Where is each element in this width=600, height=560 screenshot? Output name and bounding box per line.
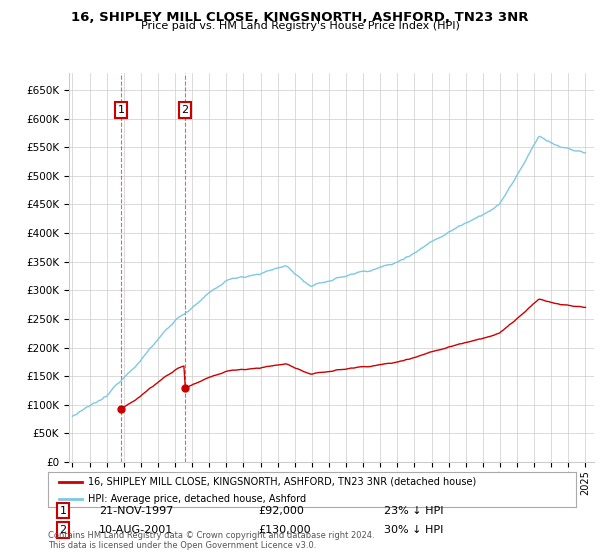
Text: 1: 1 [59, 506, 67, 516]
Text: 16, SHIPLEY MILL CLOSE, KINGSNORTH, ASHFORD, TN23 3NR (detached house): 16, SHIPLEY MILL CLOSE, KINGSNORTH, ASHF… [88, 477, 476, 487]
Text: 2: 2 [181, 105, 188, 115]
Text: 16, SHIPLEY MILL CLOSE, KINGSNORTH, ASHFORD, TN23 3NR: 16, SHIPLEY MILL CLOSE, KINGSNORTH, ASHF… [71, 11, 529, 24]
Text: £130,000: £130,000 [258, 525, 311, 535]
Text: 21-NOV-1997: 21-NOV-1997 [99, 506, 173, 516]
Text: 2: 2 [59, 525, 67, 535]
Text: 23% ↓ HPI: 23% ↓ HPI [384, 506, 443, 516]
Text: 10-AUG-2001: 10-AUG-2001 [99, 525, 173, 535]
Text: 30% ↓ HPI: 30% ↓ HPI [384, 525, 443, 535]
Text: Contains HM Land Registry data © Crown copyright and database right 2024.
This d: Contains HM Land Registry data © Crown c… [48, 530, 374, 550]
Text: HPI: Average price, detached house, Ashford: HPI: Average price, detached house, Ashf… [88, 494, 306, 504]
Text: 1: 1 [118, 105, 124, 115]
Text: £92,000: £92,000 [258, 506, 304, 516]
Text: Price paid vs. HM Land Registry's House Price Index (HPI): Price paid vs. HM Land Registry's House … [140, 21, 460, 31]
